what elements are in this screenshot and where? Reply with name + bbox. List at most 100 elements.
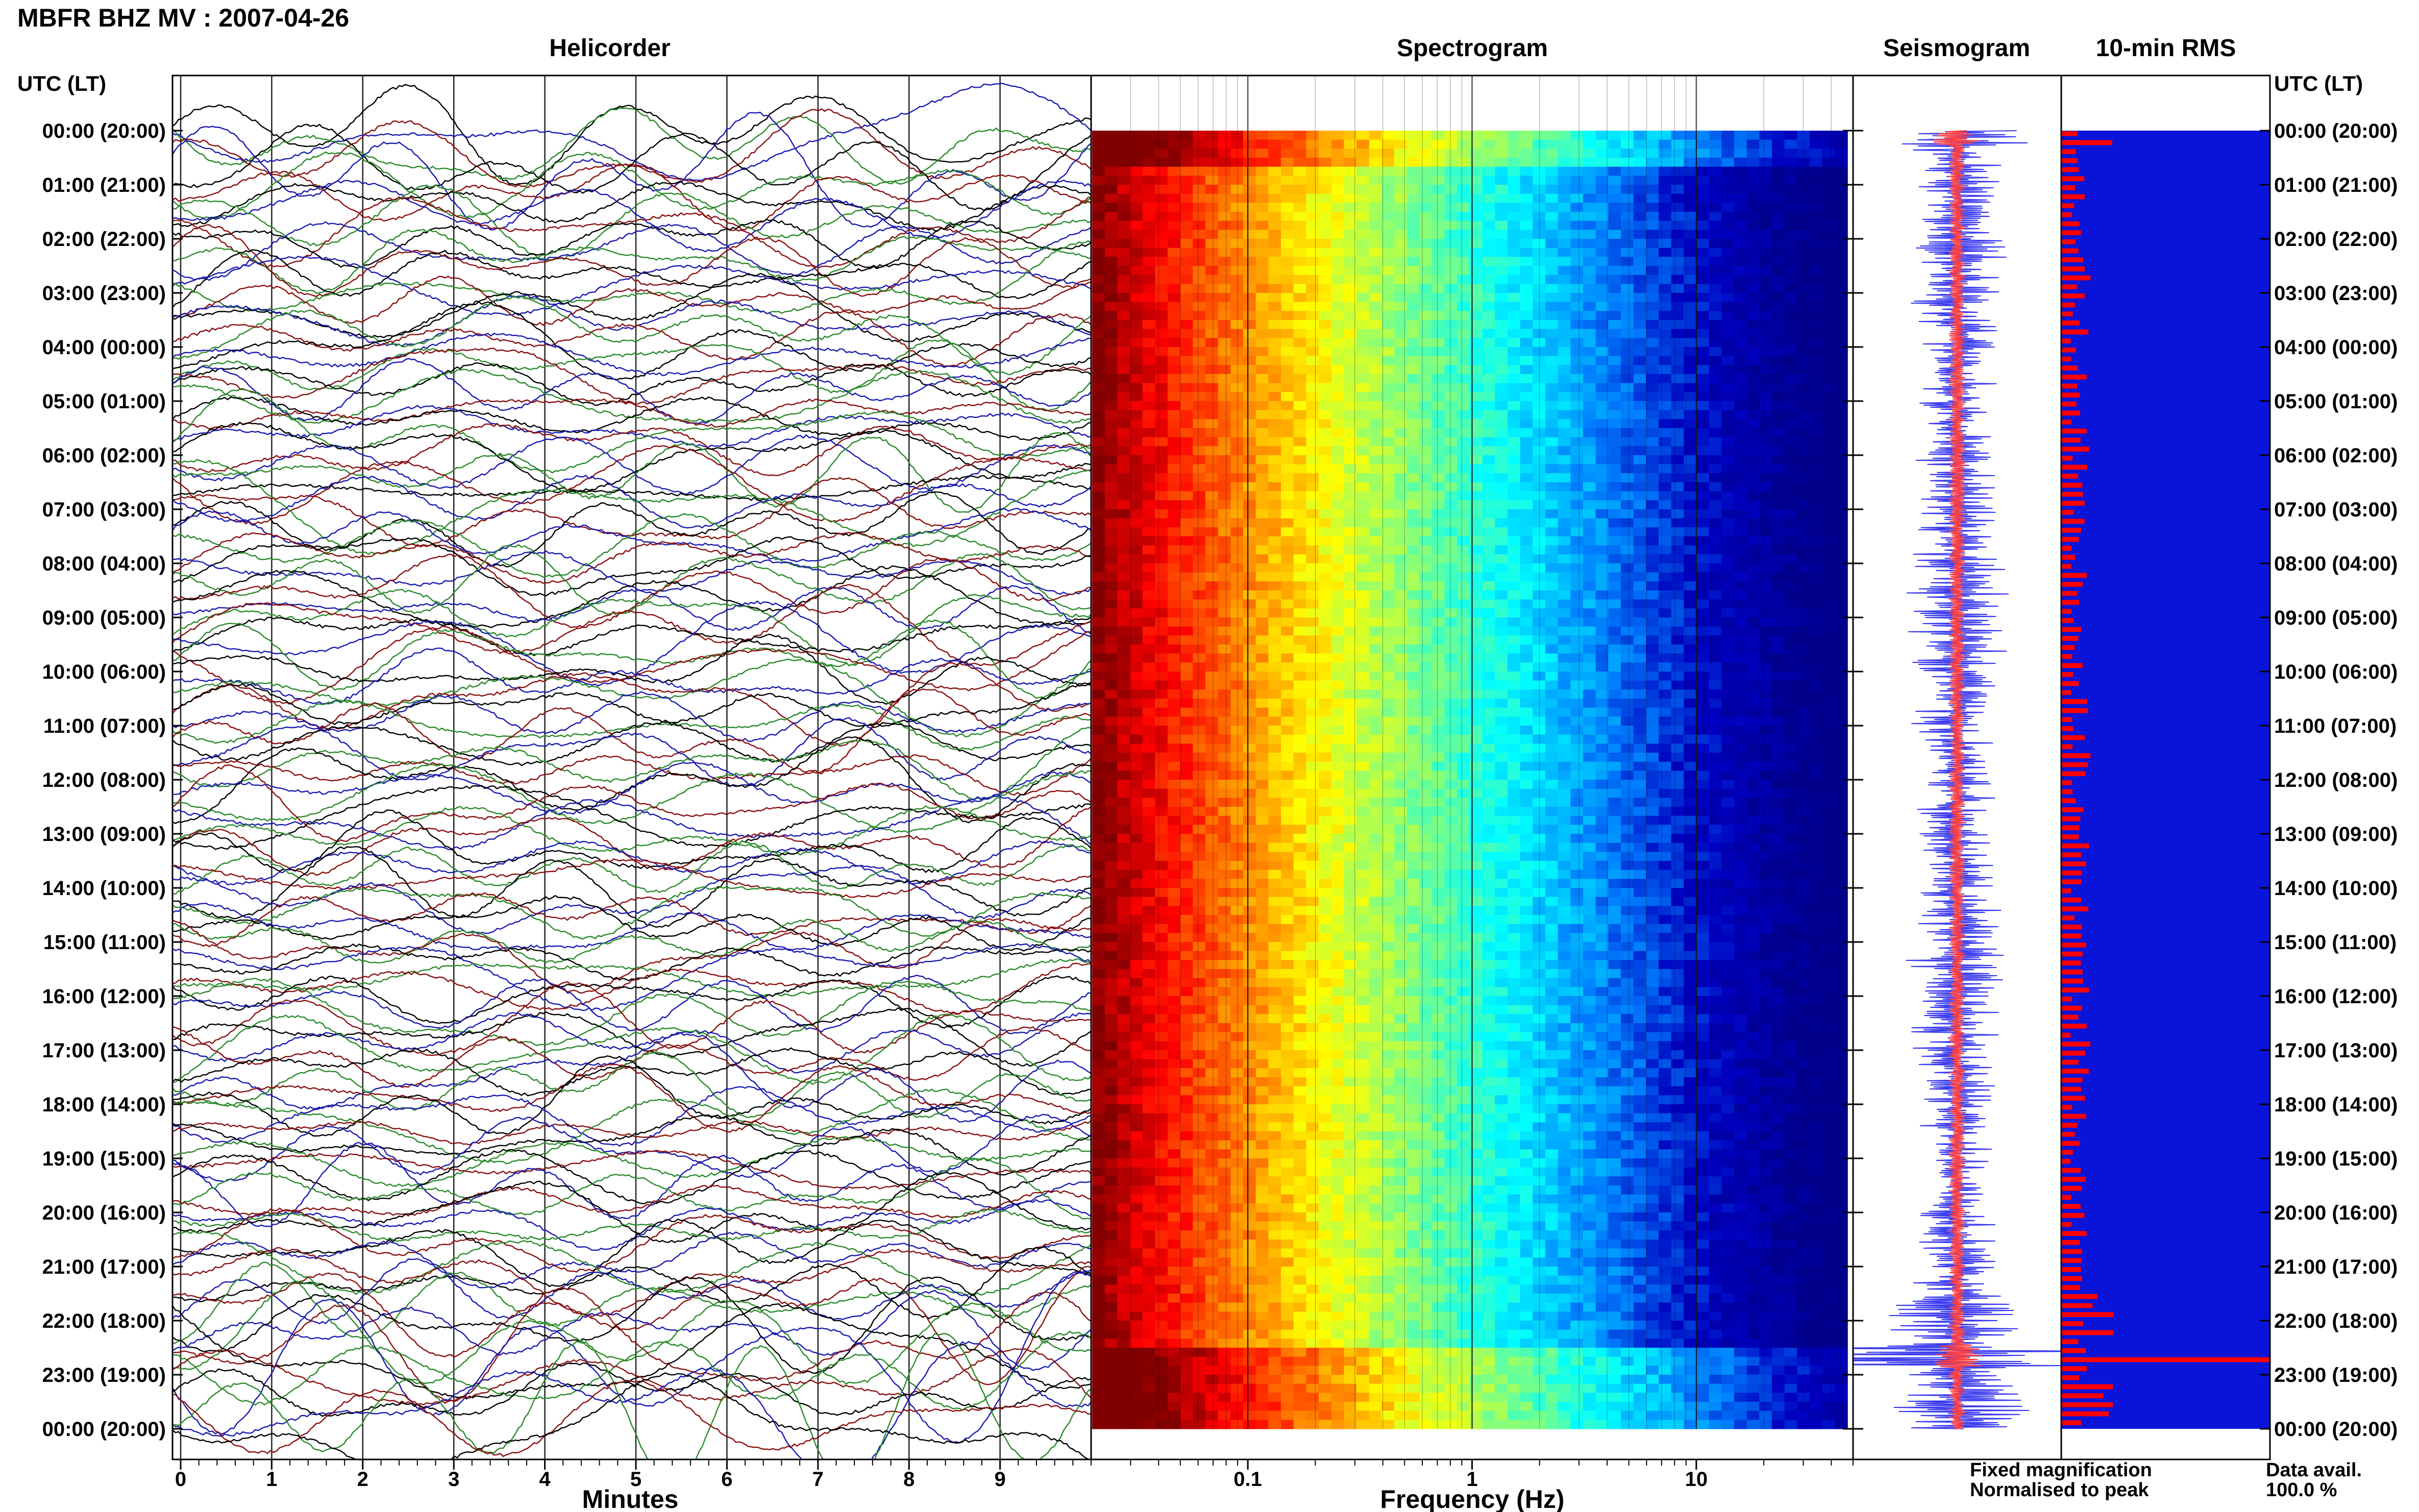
spectrogram-cell <box>1218 185 1231 194</box>
spectrogram-cell <box>1104 464 1118 474</box>
spectrogram-cell <box>1155 383 1168 392</box>
spectrogram-cell <box>1268 320 1281 330</box>
spectrogram-cell <box>1533 815 1546 825</box>
spectrogram-cell <box>1495 726 1508 735</box>
spectrogram-cell <box>1621 401 1634 411</box>
spectrogram-cell <box>1218 563 1231 573</box>
spectrogram-cell <box>1306 139 1319 149</box>
spectrogram-cell <box>1255 545 1269 555</box>
spectrogram-cell <box>1142 834 1156 844</box>
spectrogram-cell <box>1746 247 1760 257</box>
spectrogram-cell <box>1470 608 1483 618</box>
spectrogram-cell <box>1168 383 1181 392</box>
spectrogram-cell <box>1721 626 1735 636</box>
spectrogram-cell <box>1746 635 1760 645</box>
spectrogram-cell <box>1293 635 1307 645</box>
spectrogram-cell <box>1168 536 1181 546</box>
helicorder-trace <box>172 1286 1091 1402</box>
helicorder-trace <box>172 846 1091 928</box>
spectrogram-cell <box>1243 473 1256 483</box>
spectrogram-cell <box>1734 572 1747 582</box>
spectrogram-cell <box>1659 590 1672 600</box>
spectrogram-cell <box>1268 852 1281 861</box>
spectrogram-cell <box>1772 672 1785 681</box>
spectrogram-cell <box>1659 410 1672 419</box>
spectrogram-cell <box>1457 139 1470 149</box>
spectrogram-cell <box>1482 617 1496 627</box>
spectrogram-cell <box>1633 726 1647 735</box>
spectrogram-cell <box>1558 491 1571 501</box>
spectrogram-cell <box>1444 798 1458 807</box>
spectrogram-cell <box>1759 798 1772 807</box>
spectrogram-cell <box>1369 455 1383 465</box>
spectrogram-cell <box>1709 509 1722 519</box>
spectrogram-cell <box>1671 734 1685 744</box>
spectrogram-cell <box>1595 635 1609 645</box>
spectrogram-cell <box>1142 545 1156 555</box>
spectrogram-cell <box>1520 230 1534 239</box>
spectrogram-cell <box>1621 203 1634 212</box>
spectrogram-cell <box>1583 771 1596 780</box>
spectrogram-cell <box>1759 680 1772 690</box>
spectrogram-cell <box>1558 563 1571 573</box>
spectrogram-cell <box>1281 293 1294 303</box>
spectrogram-cell <box>1419 500 1433 510</box>
spectrogram-cell <box>1633 247 1647 257</box>
spectrogram-cell <box>1356 599 1370 609</box>
spectrogram-cell <box>1381 825 1395 834</box>
spectrogram-cell <box>1230 284 1244 293</box>
spectrogram-cell <box>1797 383 1810 392</box>
spectrogram-cell <box>1180 635 1194 645</box>
spectrogram-cell <box>1810 581 1823 591</box>
spectrogram-cell <box>1218 365 1231 375</box>
spectrogram-cell <box>1104 608 1118 618</box>
spectrogram-cell <box>1344 148 1357 158</box>
spectrogram-cell <box>1646 482 1659 492</box>
spectrogram-cell <box>1255 464 1269 474</box>
spectrogram-cell <box>1583 247 1596 257</box>
spectrogram-cell <box>1432 185 1445 194</box>
spectrogram-cell <box>1772 148 1785 158</box>
spectrogram-cell <box>1394 203 1408 212</box>
spectrogram-cell <box>1759 356 1772 365</box>
spectrogram-cell <box>1281 139 1294 149</box>
spectrogram-cell <box>1633 771 1647 780</box>
spectrogram-cell <box>1709 365 1722 375</box>
spectrogram-cell <box>1457 220 1470 230</box>
spectrogram-cell <box>1709 780 1722 789</box>
spectrogram-cell <box>1281 825 1294 834</box>
spectrogram-cell <box>1709 689 1722 699</box>
spectrogram-cell <box>1810 608 1823 618</box>
spectrogram-cell <box>1205 645 1219 654</box>
spectrogram-cell <box>1168 825 1181 834</box>
spectrogram-cell <box>1570 428 1584 438</box>
spectrogram-cell <box>1671 482 1685 492</box>
spectrogram-cell <box>1746 716 1760 726</box>
spectrogram-cell <box>1104 185 1118 194</box>
spectrogram-cell <box>1784 743 1798 753</box>
spectrogram-cell <box>1381 383 1395 392</box>
spectrogram-cell <box>1746 563 1760 573</box>
spectrogram-cell <box>1444 266 1458 276</box>
spectrogram-cell <box>1495 545 1508 555</box>
spectrogram-cell <box>1205 392 1219 402</box>
spectrogram-cell <box>1545 437 1559 447</box>
spectrogram-cell <box>1822 347 1836 357</box>
spectrogram-cell <box>1306 699 1319 708</box>
spectrogram-cell <box>1822 842 1836 852</box>
spectrogram-cell <box>1218 753 1231 762</box>
spectrogram-cell <box>1822 275 1836 284</box>
spectrogram-cell <box>1721 689 1735 699</box>
spectrogram-cell <box>1168 572 1181 582</box>
spectrogram-cell <box>1797 185 1810 194</box>
spectrogram-cell <box>1344 780 1357 789</box>
spectrogram-cell <box>1570 131 1584 140</box>
spectrogram-cell <box>1495 176 1508 185</box>
spectrogram-cell <box>1583 780 1596 789</box>
spectrogram-cell <box>1104 509 1118 519</box>
spectrogram-cell <box>1822 635 1836 645</box>
spectrogram-cell <box>1369 527 1383 537</box>
spectrogram-cell <box>1142 455 1156 465</box>
spectrogram-cell <box>1205 257 1219 266</box>
